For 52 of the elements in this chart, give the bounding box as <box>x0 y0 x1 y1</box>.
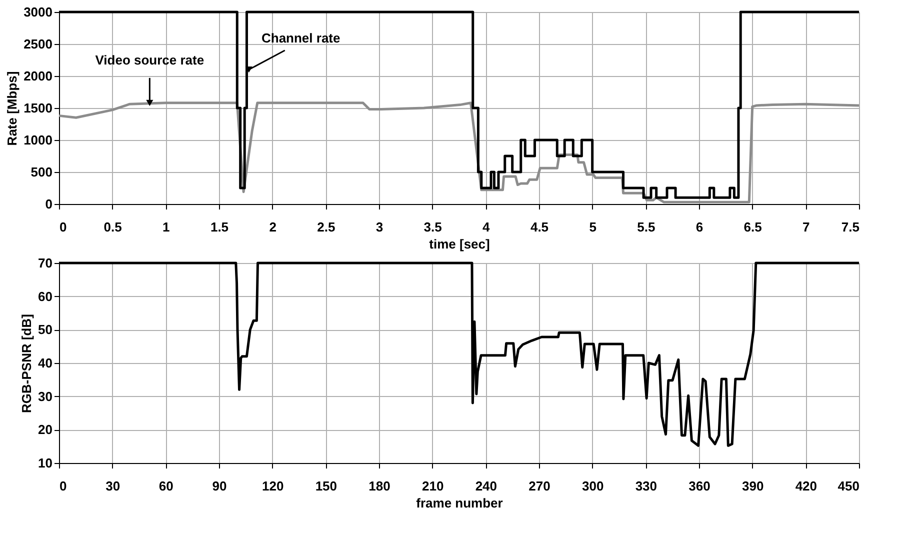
x-tick-label: 120 <box>262 478 284 494</box>
annotation: Video source rate <box>95 52 204 68</box>
y-tick-label: 1500 <box>24 100 52 116</box>
x-tick-label: 0 <box>60 220 67 234</box>
x-tick-label: 330 <box>635 478 658 494</box>
y-tick-label: 500 <box>30 164 52 180</box>
y-tick-label: 30 <box>38 388 52 404</box>
x-tick-label: 2.5 <box>317 220 336 234</box>
x-tick-label: 1.5 <box>210 220 229 234</box>
y-tick-label: 70 <box>38 256 52 270</box>
y-tick-label: 60 <box>38 288 52 304</box>
x-tick-label: 450 <box>838 478 860 494</box>
x-tick-label: 5.5 <box>637 220 656 234</box>
x-tick-label: 7.5 <box>841 220 860 234</box>
y-tick-label: 2000 <box>24 68 52 84</box>
x-tick-label: 0 <box>60 478 67 494</box>
x-tick-label: 150 <box>315 478 338 494</box>
y-tick-label: 20 <box>38 422 52 438</box>
x-tick-label: 7 <box>802 220 810 234</box>
y-tick-label: 40 <box>38 356 52 370</box>
y-tick-label: 10 <box>38 456 52 470</box>
x-tick-label: 6.5 <box>744 220 762 234</box>
x-tick-label: 240 <box>475 478 498 494</box>
x-tick-label: 210 <box>422 478 444 494</box>
x-axis-title: frame number <box>416 496 503 510</box>
annotation: Channel rate <box>261 30 340 46</box>
y-axis-title: RGB-PSNR [dB] <box>19 314 34 413</box>
x-tick-label: 390 <box>742 478 764 494</box>
x-tick-label: 90 <box>212 478 227 494</box>
x-tick-label: 2 <box>269 220 276 234</box>
x-tick-label: 3 <box>376 220 384 234</box>
y-tick-label: 1000 <box>24 132 52 148</box>
x-tick-label: 300 <box>582 478 604 494</box>
x-tick-label: 180 <box>368 478 390 494</box>
y-tick-label: 0 <box>45 196 52 212</box>
x-tick-label: 0.5 <box>104 220 122 234</box>
y-tick-label: 50 <box>38 322 52 338</box>
x-tick-label: 360 <box>688 478 710 494</box>
x-tick-label: 4 <box>482 220 491 234</box>
x-tick-label: 5 <box>589 220 596 234</box>
x-tick-label: 1 <box>162 220 170 234</box>
x-tick-label: 60 <box>158 478 174 494</box>
x-tick-label: 420 <box>795 478 818 494</box>
y-tick-label: 2500 <box>24 36 52 52</box>
y-axis-title: Rate [Mbps] <box>4 71 20 146</box>
x-axis-title: time [sec] <box>429 236 490 252</box>
y-tick-label: 3000 <box>24 4 52 20</box>
x-tick-label: 4.5 <box>530 220 549 234</box>
x-tick-label: 3.5 <box>424 220 442 234</box>
x-tick-label: 6 <box>696 220 704 234</box>
x-tick-label: 270 <box>528 478 550 494</box>
x-tick-label: 30 <box>106 478 120 494</box>
